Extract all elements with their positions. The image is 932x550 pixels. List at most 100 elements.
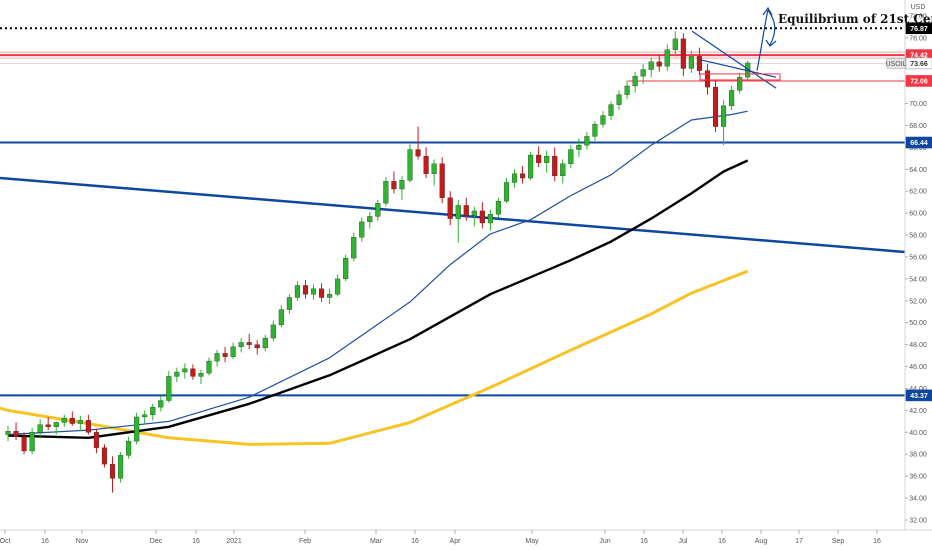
candle-body [407,149,413,181]
candle-body [375,203,381,217]
y-tick-label: 42.00 [909,408,927,415]
price-badge-text: 73.66 [910,61,928,68]
candle-body [53,422,59,427]
candle-body [616,94,622,105]
candle-body [391,181,397,190]
x-tick-label: Jul [679,538,688,545]
candle-body [5,431,11,435]
candle-body [302,285,309,295]
candle-body [592,124,598,137]
y-tick-label: 44.00 [909,386,927,393]
x-tick-label: 2021 [226,538,242,545]
candle-body [206,360,212,374]
y-tick-label: 38.00 [909,452,927,459]
price-badge-text: 72.06 [910,79,928,86]
candle-body [479,210,485,224]
candle-body [471,210,477,216]
candle-body [503,182,510,202]
x-tick-label: Jun [599,538,610,545]
candle-body [69,417,75,424]
price-badge [905,75,932,87]
candle-body [544,155,550,163]
candle-body [704,70,711,88]
candle-body [431,163,437,174]
candle-body [688,56,694,69]
price-badge-text: 74.42 [910,53,928,60]
x-tick-label: Mar [370,538,383,545]
annotation-text: Equilibrium of 21st Century [778,12,932,26]
candle-body [552,155,558,177]
x-tick-label: 16 [873,538,881,545]
candle-body [664,49,670,67]
candle-body [45,424,51,427]
candle-body [166,376,172,401]
symbol-tag [886,58,906,69]
candle-body [696,56,702,71]
candle-body [712,86,719,127]
candle-body [238,342,244,347]
candle-body [495,200,501,215]
candle-body [158,400,164,408]
candle-body [198,372,204,377]
candle-body [656,61,662,67]
candle-body [439,163,445,198]
candle-body [520,173,526,179]
wedge-upper-line [691,30,777,89]
candle-body [455,205,461,219]
x-tick-label: May [525,538,539,545]
moving-averages [0,110,749,446]
candle-body [359,221,365,238]
candle-body [528,154,534,179]
candle-body [222,353,228,357]
symbol-tag-text: USOIL [885,61,906,68]
breakout-arrow-head [762,6,773,16]
candle-body [21,436,27,452]
y-tick-label: 40.00 [909,430,927,437]
candle-body [624,85,630,95]
x-tick-label: Aug [755,538,768,545]
candle-body [174,371,180,377]
candle-body [327,294,333,298]
x-tick-label: 17 [795,538,803,545]
candle-body [134,416,140,442]
price-badge [905,22,932,35]
return-arrow [767,9,776,46]
candle-body [383,181,389,204]
candle-body [85,420,91,433]
candle-body [568,149,574,164]
candle-body [214,353,220,362]
x-tick-label: Feb [299,538,311,545]
candle-body [61,417,67,423]
y-tick-label: 64.00 [909,167,927,174]
y-tick-label: 60.00 [909,211,927,218]
candle-body [576,145,582,150]
candle-body [721,105,727,127]
y-tick-label: 34.00 [909,496,927,503]
candle-body [230,346,236,357]
candle-body [109,463,116,479]
candle-body [680,38,686,69]
x-tick-label: Oct [0,538,10,545]
y-tick-label: 36.00 [909,474,927,481]
candle-body [262,337,268,349]
candles [5,31,751,493]
candle-body [190,368,196,377]
candle-body [737,77,743,91]
candle-body [560,163,566,177]
x-tick-label: Dec [150,538,163,545]
candle-body [37,424,43,433]
ma-fast-line [7,110,748,436]
x-tick-label: 16 [192,538,200,545]
y-tick-label: 54.00 [909,276,927,283]
price-badge [905,57,932,70]
candle-body [423,155,429,174]
candle-body [632,75,638,87]
price-badge [905,136,932,149]
candle-body [254,344,260,349]
candle-body [270,324,276,339]
candle-body [672,38,678,50]
currency-label: USD [911,4,926,11]
